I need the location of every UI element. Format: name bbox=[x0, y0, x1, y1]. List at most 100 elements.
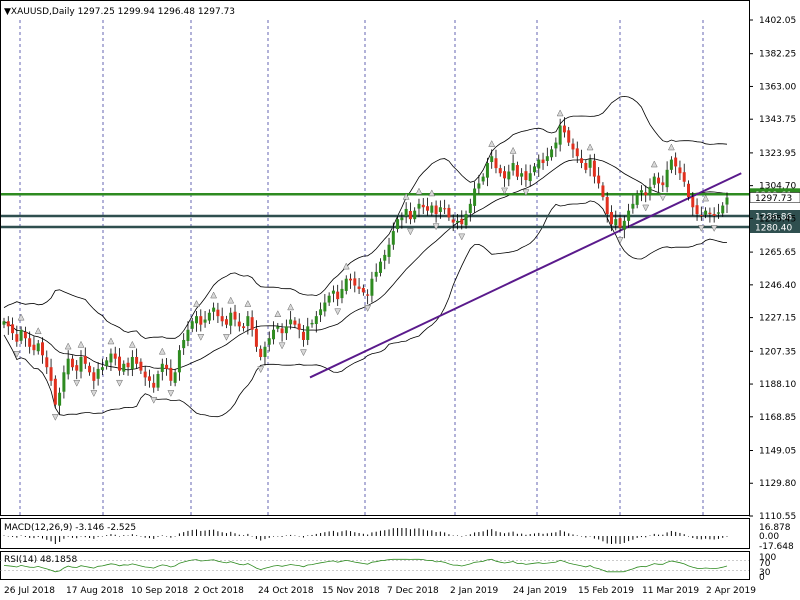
fractal-up-arrow bbox=[274, 310, 282, 318]
candle-body bbox=[301, 331, 305, 340]
candle-body bbox=[550, 149, 554, 158]
candle-body bbox=[635, 193, 639, 205]
candle-body bbox=[460, 218, 464, 225]
candle-body bbox=[532, 166, 536, 173]
candle-body bbox=[605, 197, 609, 215]
candle-body bbox=[639, 190, 643, 193]
price-tick-label: 1188.10 bbox=[759, 380, 796, 390]
fractal-up-arrow bbox=[227, 296, 235, 304]
candle-body bbox=[695, 205, 699, 215]
candle-body bbox=[554, 142, 558, 149]
fractal-up-arrow bbox=[415, 187, 423, 195]
candle-body bbox=[254, 328, 258, 347]
fractal-up-arrow bbox=[509, 146, 517, 154]
candle-body bbox=[284, 326, 288, 334]
candle-body bbox=[135, 356, 139, 364]
macd-panel-frame bbox=[0, 518, 750, 549]
macd-tick-label: 0.00 bbox=[759, 532, 779, 542]
fractal-down-arrow bbox=[710, 225, 718, 232]
candle-body bbox=[139, 361, 143, 371]
price-tick-label: 1265.65 bbox=[759, 248, 796, 258]
candle-body bbox=[2, 321, 6, 325]
candle-body bbox=[190, 321, 194, 329]
candle-body bbox=[152, 382, 156, 388]
fractal-up-arrow bbox=[34, 327, 42, 335]
fractal-down-arrow bbox=[659, 194, 667, 202]
date-axis: 26 Jul 2018 17 Aug 2018 10 Sep 2018 2 Oct 2… bbox=[4, 586, 756, 596]
candle-body bbox=[113, 353, 117, 359]
candle-body bbox=[691, 197, 695, 208]
candle-body bbox=[507, 171, 511, 180]
candle-body bbox=[597, 175, 601, 184]
candle-body bbox=[276, 326, 280, 329]
candle-body bbox=[242, 326, 246, 329]
candle-body bbox=[699, 215, 703, 217]
fractal-up-arrow bbox=[667, 143, 675, 151]
candle-body bbox=[66, 358, 70, 375]
candle-body bbox=[490, 156, 494, 162]
candle-body bbox=[631, 203, 635, 209]
macd-label: MACD(12,26,9) -3.146 -2.525 bbox=[4, 523, 136, 533]
candle-body bbox=[648, 186, 652, 196]
candle-body bbox=[250, 317, 254, 330]
candle-body bbox=[584, 163, 588, 170]
candle-body bbox=[473, 188, 477, 206]
rsi-line bbox=[3, 558, 728, 573]
fractal-down-arrow bbox=[697, 225, 705, 232]
fractal-up-arrow bbox=[107, 337, 115, 345]
candle-body bbox=[259, 348, 263, 357]
date-tick-label: 2 Jan 2019 bbox=[450, 586, 498, 596]
level-tag-label: 1280.40 bbox=[755, 223, 792, 233]
fractal-up-arrow bbox=[488, 140, 496, 147]
candle-body bbox=[357, 286, 361, 289]
candle-body bbox=[485, 163, 489, 178]
candle-body bbox=[464, 214, 468, 226]
candle-body bbox=[143, 371, 147, 378]
candle-body bbox=[708, 212, 712, 215]
candle-body bbox=[686, 183, 690, 198]
candle-body bbox=[721, 205, 725, 214]
fractal-up-arrow bbox=[402, 192, 410, 200]
fractal-up-arrow bbox=[244, 299, 252, 307]
candle-body bbox=[314, 316, 318, 324]
trendline-support[interactable] bbox=[309, 172, 742, 379]
candle-body bbox=[571, 143, 575, 150]
fractal-up-arrow bbox=[128, 340, 136, 348]
candle-body bbox=[165, 364, 169, 369]
candle-body bbox=[434, 205, 438, 215]
candle-body bbox=[75, 365, 79, 371]
candle-body bbox=[580, 158, 584, 164]
candle-body bbox=[263, 346, 267, 357]
candle-body bbox=[528, 173, 532, 182]
candle-body bbox=[370, 278, 374, 296]
candle-body bbox=[272, 329, 276, 340]
date-tick-label: 24 Jan 2019 bbox=[513, 586, 567, 596]
candle-body bbox=[130, 356, 134, 370]
candle-body bbox=[15, 334, 19, 342]
candle-body bbox=[293, 320, 297, 325]
date-tick-label: 15 Nov 2018 bbox=[322, 586, 380, 596]
rsi-tick-label: 100 bbox=[759, 553, 776, 563]
price-tick-label: 1110.55 bbox=[759, 512, 796, 522]
candle-body bbox=[682, 172, 686, 182]
fractal-up-arrow bbox=[77, 340, 85, 348]
candle-body bbox=[455, 220, 459, 223]
macd-tick-label: -17.648 bbox=[759, 542, 794, 552]
price-tick-label: 1363.00 bbox=[759, 82, 796, 92]
fractal-down-arrow bbox=[522, 189, 530, 197]
date-tick-label: 2 Apr 2019 bbox=[706, 586, 756, 596]
fractal-up-arrow bbox=[586, 143, 594, 151]
candle-body bbox=[310, 322, 314, 325]
date-tick-label: 15 Feb 2019 bbox=[578, 586, 634, 596]
candle-body bbox=[622, 220, 626, 230]
fractal-up-arrow bbox=[158, 347, 166, 355]
menu-triangle-icon: ▼ bbox=[4, 7, 11, 17]
candle-body bbox=[186, 329, 190, 341]
candle-body bbox=[58, 392, 62, 406]
candle-body bbox=[665, 169, 669, 188]
trendlines[interactable] bbox=[309, 119, 800, 379]
price-tick-label: 1168.85 bbox=[759, 413, 796, 423]
